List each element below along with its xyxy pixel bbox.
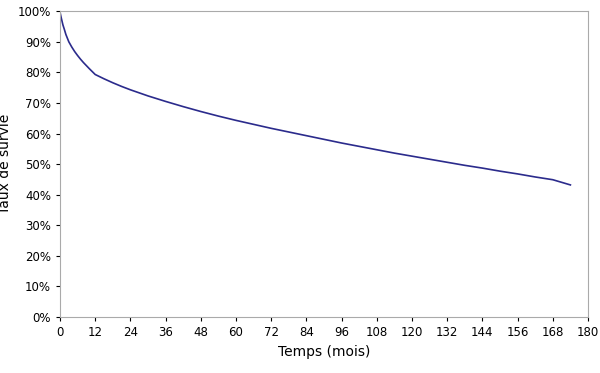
X-axis label: Temps (mois): Temps (mois) bbox=[278, 345, 370, 358]
Y-axis label: Taux de survie: Taux de survie bbox=[0, 114, 12, 214]
